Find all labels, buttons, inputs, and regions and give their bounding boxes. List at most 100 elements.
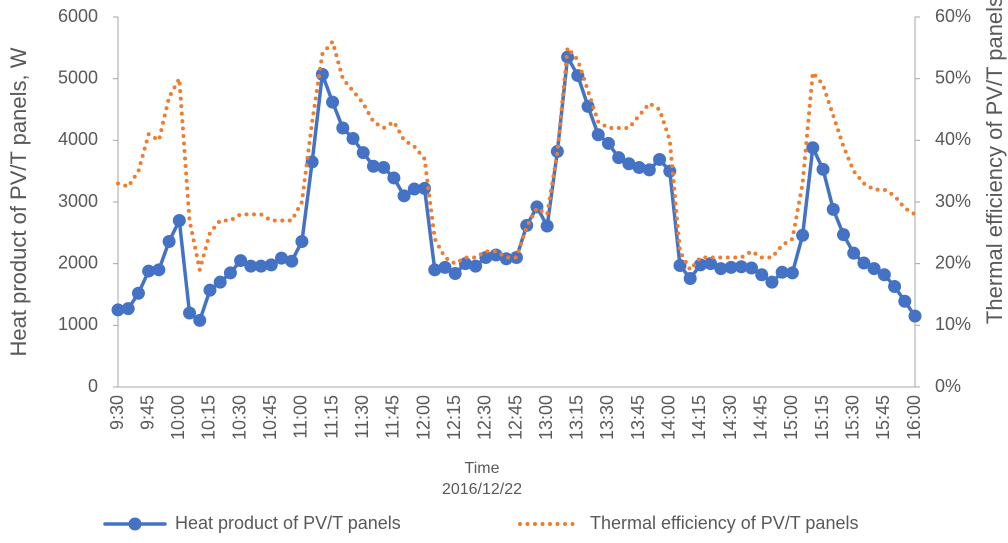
marker — [458, 257, 472, 271]
marker — [653, 152, 667, 166]
marker — [121, 302, 135, 316]
x-tick-label: 15:00 — [781, 395, 801, 440]
marker — [111, 303, 125, 317]
x-tick-label: 14:00 — [659, 395, 679, 440]
marker — [244, 259, 258, 273]
x-tick-label: 10:15 — [199, 395, 219, 440]
x-tick-label: 11:30 — [352, 395, 372, 439]
y2-tick-label: 30% — [935, 191, 971, 211]
x-tick-label: 12:30 — [475, 395, 495, 440]
marker — [847, 246, 861, 260]
marker — [612, 151, 626, 165]
marker — [448, 267, 462, 281]
x-tick-label: 12:45 — [505, 395, 525, 440]
marker — [755, 268, 769, 282]
legend-marker — [128, 517, 142, 531]
marker — [172, 214, 186, 227]
marker — [315, 67, 329, 81]
marker — [213, 275, 227, 289]
marker — [397, 189, 411, 203]
marker — [622, 157, 636, 171]
y2-tick-label: 0% — [935, 376, 961, 396]
marker — [428, 263, 442, 277]
x-axis-title: Time — [465, 460, 500, 477]
x-tick-label: 13:30 — [597, 395, 617, 440]
marker — [193, 313, 207, 327]
marker — [775, 265, 789, 279]
marker — [673, 259, 687, 273]
y-tick-label: 3000 — [58, 191, 98, 211]
marker — [254, 259, 268, 273]
marker — [857, 256, 871, 270]
x-tick-label: 12:15 — [444, 395, 464, 440]
marker — [591, 128, 605, 142]
marker — [816, 162, 830, 176]
marker — [581, 99, 595, 113]
marker — [704, 257, 718, 271]
marker — [540, 219, 554, 233]
marker — [724, 260, 738, 274]
marker — [387, 171, 401, 185]
marker — [203, 283, 217, 297]
marker — [295, 234, 309, 248]
marker — [632, 160, 646, 174]
x-tick-label: 16:00 — [904, 395, 924, 440]
marker — [785, 266, 799, 280]
y2-tick-label: 10% — [935, 314, 971, 334]
x-tick-label: 15:30 — [842, 395, 862, 440]
x-tick-label: 11:45 — [383, 395, 403, 439]
marker — [888, 279, 902, 293]
marker — [867, 262, 881, 276]
marker — [683, 271, 697, 285]
y-tick-label: 1000 — [58, 314, 98, 334]
marker — [326, 95, 340, 109]
x-tick-label: 12:00 — [413, 395, 433, 440]
marker — [336, 121, 350, 135]
marker — [356, 146, 370, 160]
marker — [796, 228, 810, 242]
marker — [469, 259, 483, 273]
marker — [346, 131, 360, 145]
marker — [898, 294, 912, 308]
marker — [489, 248, 503, 262]
y-tick-label: 5000 — [58, 67, 98, 87]
y2-tick-label: 60% — [935, 6, 971, 26]
y-tick-label: 4000 — [58, 129, 98, 149]
x-tick-label: 10:30 — [229, 395, 249, 440]
marker — [234, 254, 248, 268]
x-tick-label: 13:45 — [628, 395, 648, 440]
y2-axis-title: Thermal efficiency of PV/T panels — [982, 0, 1007, 324]
x-tick-label: 13:15 — [567, 395, 587, 440]
marker — [264, 258, 278, 272]
marker — [377, 160, 391, 174]
y-tick-label: 0 — [88, 376, 98, 396]
y-tick-label: 6000 — [58, 6, 98, 26]
marker — [223, 266, 237, 280]
x-tick-label: 9:45 — [137, 395, 157, 430]
legend-label: Heat product of PV/T panels — [175, 513, 401, 533]
marker — [836, 228, 850, 242]
marker — [877, 268, 891, 282]
x-axis-subtitle: 2016/12/22 — [442, 481, 522, 498]
y2-tick-label: 50% — [935, 67, 971, 87]
marker — [183, 306, 197, 320]
x-tick-label: 10:00 — [168, 395, 188, 440]
marker — [601, 136, 615, 150]
x-tick-label: 11:15 — [321, 395, 341, 439]
marker — [366, 159, 380, 173]
dotted-line — [116, 39, 917, 272]
y2-tick-label: 40% — [935, 129, 971, 149]
marker — [438, 260, 452, 274]
marker — [663, 164, 677, 178]
marker — [765, 275, 779, 289]
x-tick-label: 13:00 — [536, 395, 556, 440]
marker — [745, 261, 759, 275]
marker — [274, 251, 288, 265]
x-tick-label: 14:15 — [689, 395, 709, 440]
line — [116, 55, 917, 323]
y-tick-label: 2000 — [58, 252, 98, 272]
marker — [142, 264, 156, 278]
x-tick-label: 9:30 — [107, 395, 127, 430]
y-axis-title: Heat product of PV/T panels, W — [6, 47, 31, 356]
